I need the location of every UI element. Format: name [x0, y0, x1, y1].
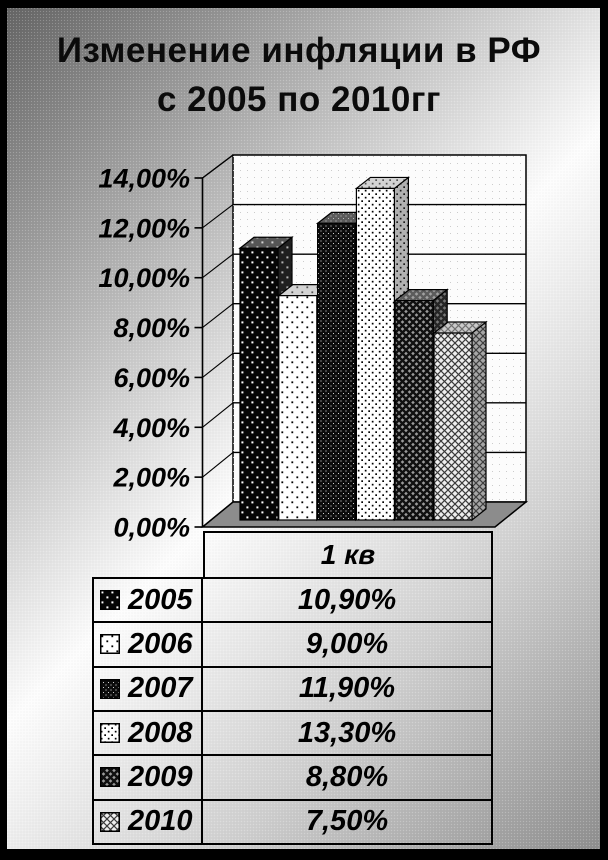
series-value: 9,00%	[305, 627, 389, 660]
series-year-label: 2010	[128, 805, 193, 838]
slide-background: Изменение инфляции в РФ с 2005 по 2010гг…	[7, 8, 600, 849]
y-tick-depth-line	[202, 303, 234, 329]
y-tick-depth-line	[202, 204, 234, 229]
y-tick-label: 8,00%	[113, 313, 190, 343]
y-tick-label: 10,00%	[98, 263, 190, 293]
legend-cell-2009: 2009	[94, 756, 203, 799]
y-tick-label: 12,00%	[98, 213, 190, 243]
legend-cell-2007: 2007	[94, 667, 203, 710]
bar-front-face	[239, 247, 279, 521]
legend-swatch-2005	[100, 590, 120, 611]
y-tick-depth-line	[202, 352, 234, 378]
chart-title-line2: с 2005 по 2010гг	[156, 80, 442, 119]
bar-front-face	[355, 187, 395, 521]
series-year-label: 2008	[128, 716, 193, 749]
y-tick-label: 14,00%	[98, 164, 190, 194]
legend-swatch-2010	[100, 811, 120, 832]
table-row: 2010 7,50%	[94, 800, 491, 843]
y-tick-depth-line	[202, 253, 234, 279]
chart-title-line1: Изменение инфляции в РФ	[56, 31, 542, 70]
bar-front-face	[433, 332, 473, 521]
series-year-label: 2005	[128, 583, 193, 616]
bar-side-face	[471, 320, 487, 522]
bar-front-face	[317, 222, 357, 521]
table-row: 2005 10,90%	[94, 579, 491, 624]
table-row: 2006 9,00%	[94, 623, 491, 668]
series-value: 7,50%	[305, 805, 389, 838]
y-tick-depth-line	[202, 452, 234, 478]
bar-front-face	[278, 295, 318, 521]
chart-data-table: 1 кв 2005 10,90% 2006 9,00%	[92, 531, 493, 845]
y-tick-label: 4,00%	[112, 413, 190, 443]
bar-2010	[432, 320, 488, 522]
chart-title: Изменение инфляции в РФ с 2005 по 2010гг	[7, 26, 591, 124]
legend-cell-2010: 2010	[94, 800, 203, 843]
legend-cell-2008: 2008	[94, 711, 203, 755]
series-value: 13,30%	[297, 716, 397, 749]
series-value: 10,90%	[297, 583, 397, 616]
series-value: 8,80%	[305, 760, 389, 793]
series-year-label: 2009	[128, 760, 193, 793]
legend-swatch-2007	[100, 678, 120, 699]
bar-front-face	[394, 300, 434, 521]
table-body: 2005 10,90% 2006 9,00% 2007	[92, 577, 493, 845]
y-tick-depth-line	[202, 402, 234, 428]
legend-swatch-2006	[100, 634, 120, 655]
series-value: 11,90%	[298, 672, 396, 705]
table-row: 2007 11,90%	[94, 667, 491, 712]
table-header-row: 1 кв	[92, 531, 493, 577]
legend-cell-2006: 2006	[94, 623, 203, 666]
series-year-label: 2007	[128, 672, 193, 705]
table-row: 2009 8,80%	[94, 756, 491, 801]
table-row: 2008 13,30%	[94, 711, 491, 757]
category-header-cell: 1 кв	[203, 531, 493, 577]
y-tick-depth-line	[202, 154, 234, 179]
legend-swatch-2009	[100, 767, 120, 788]
y-tick-label: 6,00%	[113, 363, 190, 393]
series-year-label: 2006	[128, 627, 193, 660]
legend-cell-2005: 2005	[94, 579, 203, 622]
y-tick-label: 2,00%	[112, 463, 190, 493]
legend-swatch-2008	[100, 723, 120, 744]
table-header-spacer	[92, 531, 203, 577]
